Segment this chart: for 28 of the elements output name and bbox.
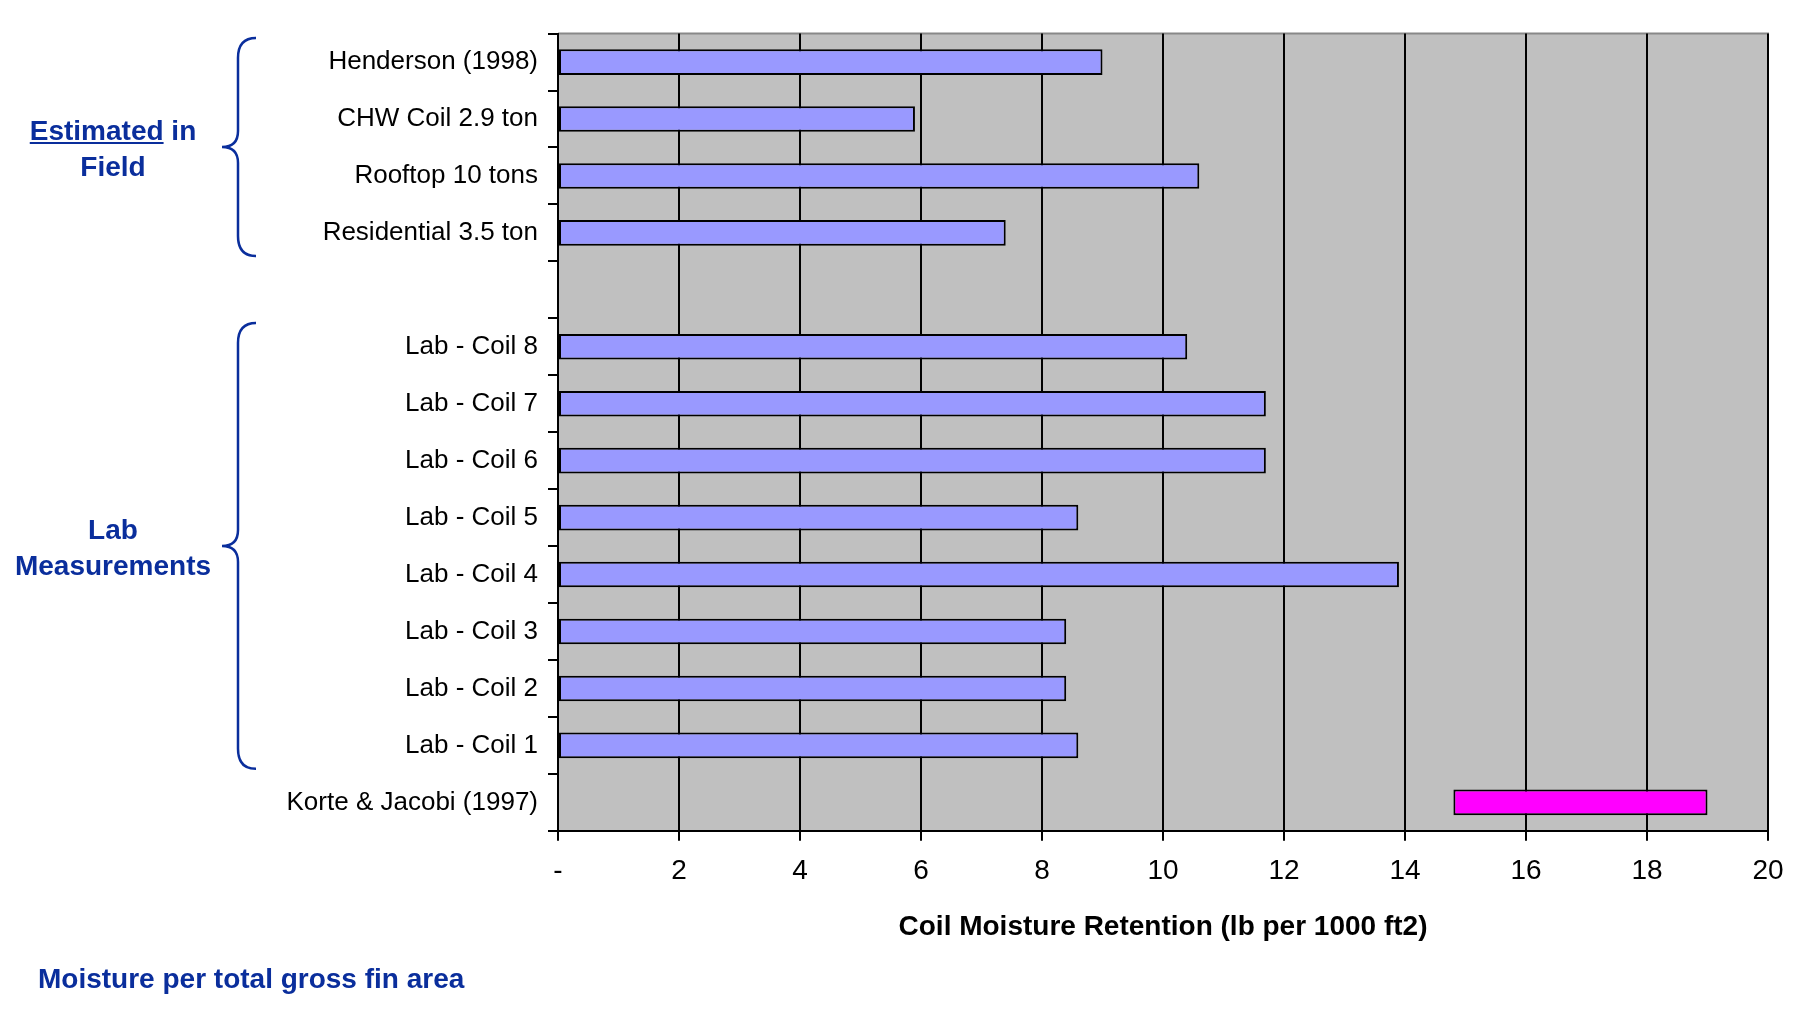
y-tick-label: Lab - Coil 6	[405, 443, 538, 474]
y-tick-label: Henderson (1998)	[328, 45, 538, 76]
y-tick-label: Rooftop 10 tons	[354, 159, 538, 190]
x-tick-label: 20	[1752, 854, 1784, 886]
x-tick-label: 16	[1510, 854, 1542, 886]
text: Moisture per total gross fin area	[38, 963, 465, 995]
y-tick-label: Lab - Coil 8	[405, 329, 538, 360]
y-tick-label: Lab - Coil 2	[405, 671, 538, 702]
text: Lab Measurements	[13, 513, 213, 584]
x-tick-label: 2	[671, 854, 687, 886]
y-tick-label: Residential 3.5 ton	[322, 216, 538, 247]
x-tick-label: 4	[792, 854, 808, 886]
y-tick-label: Lab - Coil 1	[405, 728, 538, 759]
x-axis-title: Coil Moisture Retention (lb per 1000 ft2)	[898, 909, 1428, 941]
y-tick-label: Lab - Coil 3	[405, 614, 538, 645]
x-tick-label: 14	[1389, 854, 1421, 886]
x-tick-label: 18	[1631, 854, 1663, 886]
x-tick-label: 6	[913, 854, 929, 886]
y-tick-label: Korte & Jacobi (1997)	[286, 785, 538, 816]
text: Estimated in Field	[28, 114, 198, 185]
y-tick-label: CHW Coil 2.9 ton	[337, 102, 538, 133]
x-tick-label: 12	[1268, 854, 1300, 886]
y-tick-label: Lab - Coil 4	[405, 557, 538, 588]
x-tick-label: 8	[1034, 854, 1050, 886]
y-tick-label: Lab - Coil 5	[405, 500, 538, 531]
y-tick-label: Lab - Coil 7	[405, 386, 538, 417]
x-tick-label: -	[553, 854, 563, 886]
x-tick-label: 10	[1147, 854, 1179, 886]
